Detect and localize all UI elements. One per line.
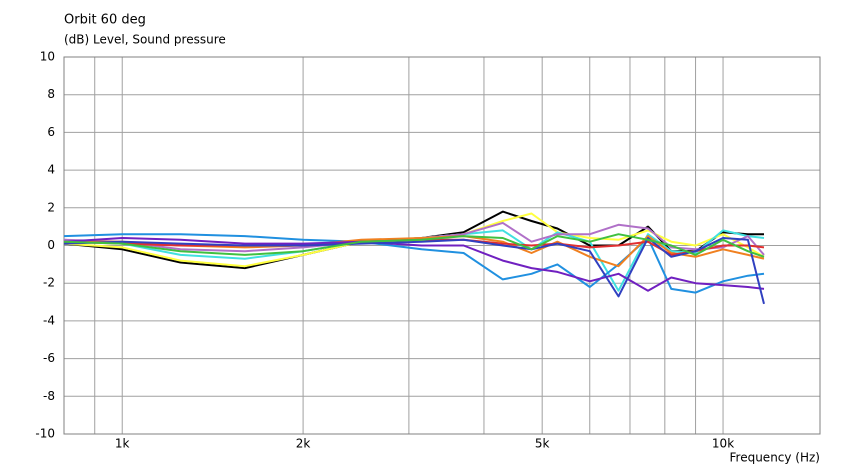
chart-title: Orbit 60 deg — [64, 13, 146, 28]
y-tick-label: 0 — [47, 238, 55, 252]
x-tick-label: 5k — [535, 437, 550, 451]
y-tick-label: -4 — [43, 313, 55, 327]
y-tick-label: 8 — [47, 87, 55, 101]
y-tick-label: 2 — [47, 200, 55, 214]
y-tick-label: 10 — [40, 50, 55, 64]
y-tick-label: -6 — [43, 351, 55, 365]
y-tick-label: 4 — [47, 163, 55, 177]
series-line — [63, 233, 765, 294]
y-tick-label: -8 — [43, 389, 55, 403]
y-tick-label: -10 — [35, 427, 55, 441]
series-line — [63, 237, 765, 292]
y-tick-label: 6 — [47, 125, 55, 139]
y-tick-label: -2 — [43, 276, 55, 290]
x-axis-label: Frequency (Hz) — [730, 451, 821, 465]
series-line — [64, 235, 765, 268]
plot-border — [63, 56, 821, 435]
y-axis-label: (dB) Level, Sound pressure — [64, 33, 226, 47]
x-tick-label: 1k — [115, 437, 130, 451]
x-tick-label: 10k — [712, 437, 734, 451]
series-line — [63, 233, 765, 258]
x-tick-label: 2k — [296, 437, 311, 451]
series-line — [63, 212, 765, 268]
series-line — [63, 221, 765, 256]
